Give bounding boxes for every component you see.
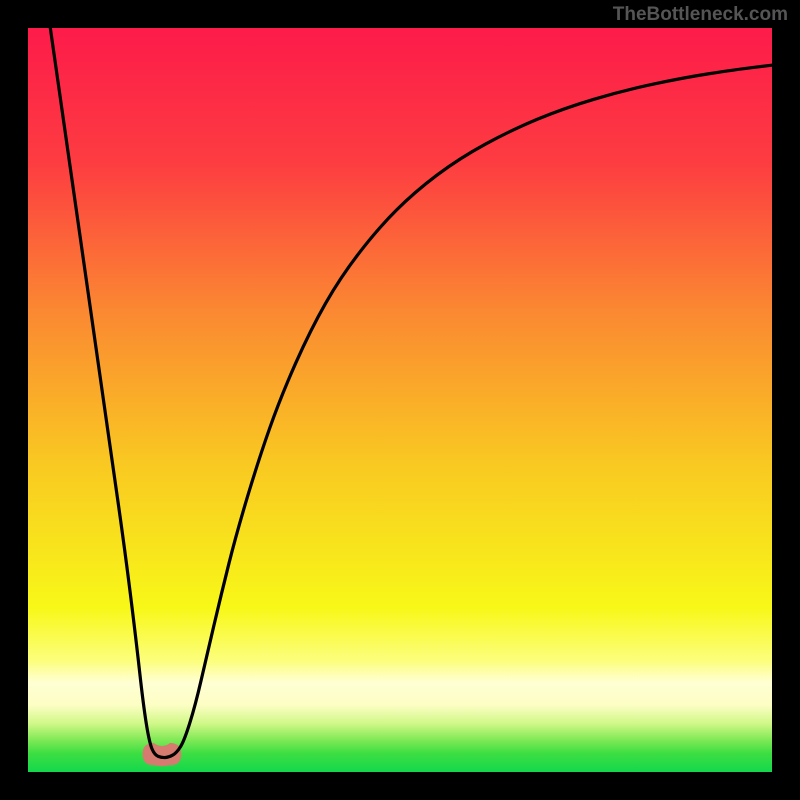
chart-svg — [0, 0, 800, 800]
chart-container: TheBottleneck.com — [0, 0, 800, 800]
